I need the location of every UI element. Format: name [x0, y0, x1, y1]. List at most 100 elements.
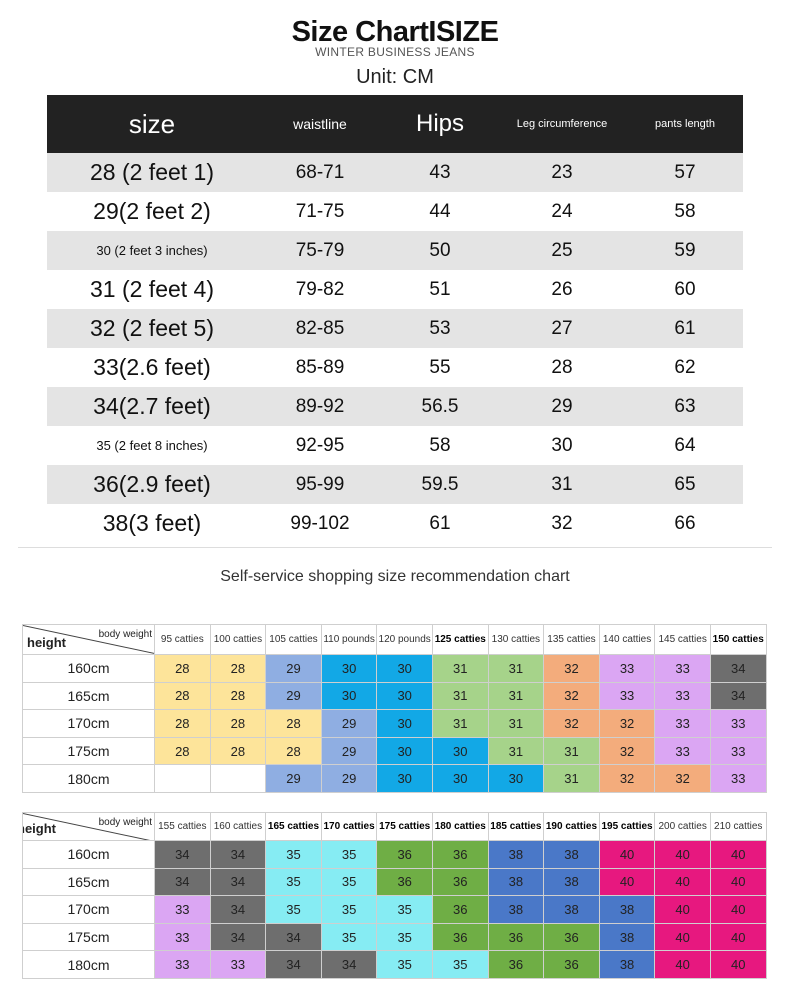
- cell-leg-circumference: 32: [551, 512, 573, 534]
- weight-header: 170 catties: [321, 813, 378, 841]
- size-cell: 33: [655, 737, 711, 766]
- cell-pants-length: 63: [674, 395, 696, 417]
- size-cell: 35: [377, 896, 433, 924]
- size-cell: 34: [266, 923, 322, 952]
- size-cell: 33: [655, 655, 711, 683]
- cell-size: 32 (2 feet 5): [89, 315, 215, 341]
- weight-header: 130 catties: [488, 625, 545, 655]
- recommendation-table-1: height body weight 95 catties 100 catties 10…: [22, 624, 767, 793]
- size-cell: 35: [266, 841, 322, 869]
- size-cell: 28: [210, 710, 267, 738]
- size-cell: 31: [488, 655, 545, 683]
- size-cell: 38: [544, 896, 600, 924]
- cell-size: 35 (2 feet 8 inches): [96, 438, 208, 453]
- weight-header: 95 catties: [155, 625, 211, 655]
- cell-pants-length: 61: [674, 317, 696, 339]
- size-table-body: 28 (2 feet 1) 68-71 43 23 57 29(2 feet 2) 71-7…: [47, 153, 743, 543]
- size-row: 38(3 feet) 99-102 61 32 66: [47, 504, 743, 543]
- cell-waistline: 95-99: [295, 473, 345, 495]
- size-cell: 38: [599, 951, 656, 979]
- size-cell: 31: [544, 737, 600, 766]
- size-cell: 34: [210, 841, 267, 869]
- cell-leg-circumference: 25: [551, 239, 573, 261]
- size-table: size waistline Hips Leg circumference pa…: [47, 95, 743, 543]
- size-cell: 30: [432, 765, 489, 793]
- cell-pants-length: 62: [674, 356, 696, 378]
- cell-hips: 61: [429, 512, 451, 534]
- size-cell: 40: [655, 951, 711, 979]
- size-cell: 38: [599, 896, 656, 924]
- size-cell: 30: [321, 682, 378, 711]
- height-row-label: 160cm: [23, 841, 155, 869]
- cell-leg-circumference: 28: [551, 356, 573, 378]
- cell-leg-circumference: 26: [551, 278, 573, 300]
- size-cell: 32: [599, 737, 656, 766]
- size-cell: 36: [544, 923, 600, 952]
- weight-header: 175 catties: [377, 813, 433, 841]
- size-cell: 31: [544, 765, 600, 793]
- size-cell: 32: [599, 710, 656, 738]
- cell-waistline: 89-92: [295, 395, 345, 417]
- size-cell: 30: [377, 710, 433, 738]
- height-row-label: 180cm: [23, 951, 155, 979]
- size-cell: 35: [321, 923, 378, 952]
- size-cell: 28: [266, 737, 322, 766]
- size-cell: 30: [432, 737, 489, 766]
- weight-header: 105 catties: [266, 625, 322, 655]
- size-cell: 34: [155, 868, 211, 897]
- cell-leg-circumference: 23: [551, 161, 573, 183]
- size-cell: 40: [710, 841, 767, 869]
- size-cell: 33: [655, 710, 711, 738]
- size-row: 36(2.9 feet) 95-99 59.5 31 65: [47, 465, 743, 504]
- weight-header: 180 catties: [432, 813, 489, 841]
- header-pants-length: pants length: [655, 118, 715, 130]
- size-cell: 33: [710, 765, 767, 793]
- size-cell: 33: [155, 951, 211, 979]
- size-table-header: size waistline Hips Leg circumference pa…: [47, 95, 743, 153]
- cell-size: 33(2.6 feet): [93, 354, 211, 380]
- weight-header: 110 pounds: [321, 625, 378, 655]
- height-row-label: 175cm: [23, 923, 155, 952]
- cell-pants-length: 65: [674, 473, 696, 495]
- size-cell: [155, 765, 211, 793]
- cell-pants-length: 59: [674, 239, 696, 261]
- size-cell: 35: [266, 868, 322, 897]
- size-cell: 34: [210, 868, 267, 897]
- cell-hips: 44: [429, 200, 451, 222]
- size-cell: 36: [432, 896, 489, 924]
- weight-header: 135 catties: [544, 625, 600, 655]
- size-cell: 38: [488, 896, 545, 924]
- size-cell: 35: [321, 868, 378, 897]
- size-cell: 29: [321, 765, 378, 793]
- cell-size: 36(2.9 feet): [93, 471, 211, 497]
- size-cell: 28: [155, 737, 211, 766]
- size-cell: 31: [432, 682, 489, 711]
- cell-size: 30 (2 feet 3 inches): [96, 243, 208, 258]
- size-cell: 40: [599, 841, 656, 869]
- header-size: size: [128, 108, 176, 139]
- size-cell: 33: [710, 710, 767, 738]
- size-cell: 38: [599, 923, 656, 952]
- weight-label: body weight: [98, 629, 152, 640]
- height-row-label: 160cm: [23, 655, 155, 683]
- corner-header: height body weight: [23, 625, 155, 655]
- size-cell: 36: [377, 868, 433, 897]
- size-cell: 30: [377, 655, 433, 683]
- cell-waistline: 75-79: [295, 239, 345, 261]
- weight-header: 160 catties: [210, 813, 267, 841]
- size-cell: 40: [710, 951, 767, 979]
- weight-header: 190 catties: [544, 813, 600, 841]
- size-cell: 30: [321, 655, 378, 683]
- cell-pants-length: 58: [674, 200, 696, 222]
- size-cell: 32: [655, 765, 711, 793]
- size-cell: 35: [266, 896, 322, 924]
- size-cell: 34: [266, 951, 322, 979]
- size-cell: 34: [155, 841, 211, 869]
- size-cell: 31: [432, 655, 489, 683]
- cell-leg-circumference: 24: [551, 200, 573, 222]
- cell-hips: 59.5: [421, 473, 459, 495]
- size-cell: 35: [321, 896, 378, 924]
- size-cell: 30: [377, 765, 433, 793]
- size-cell: 28: [210, 655, 267, 683]
- size-row: 33(2.6 feet) 85-89 55 28 62: [47, 348, 743, 387]
